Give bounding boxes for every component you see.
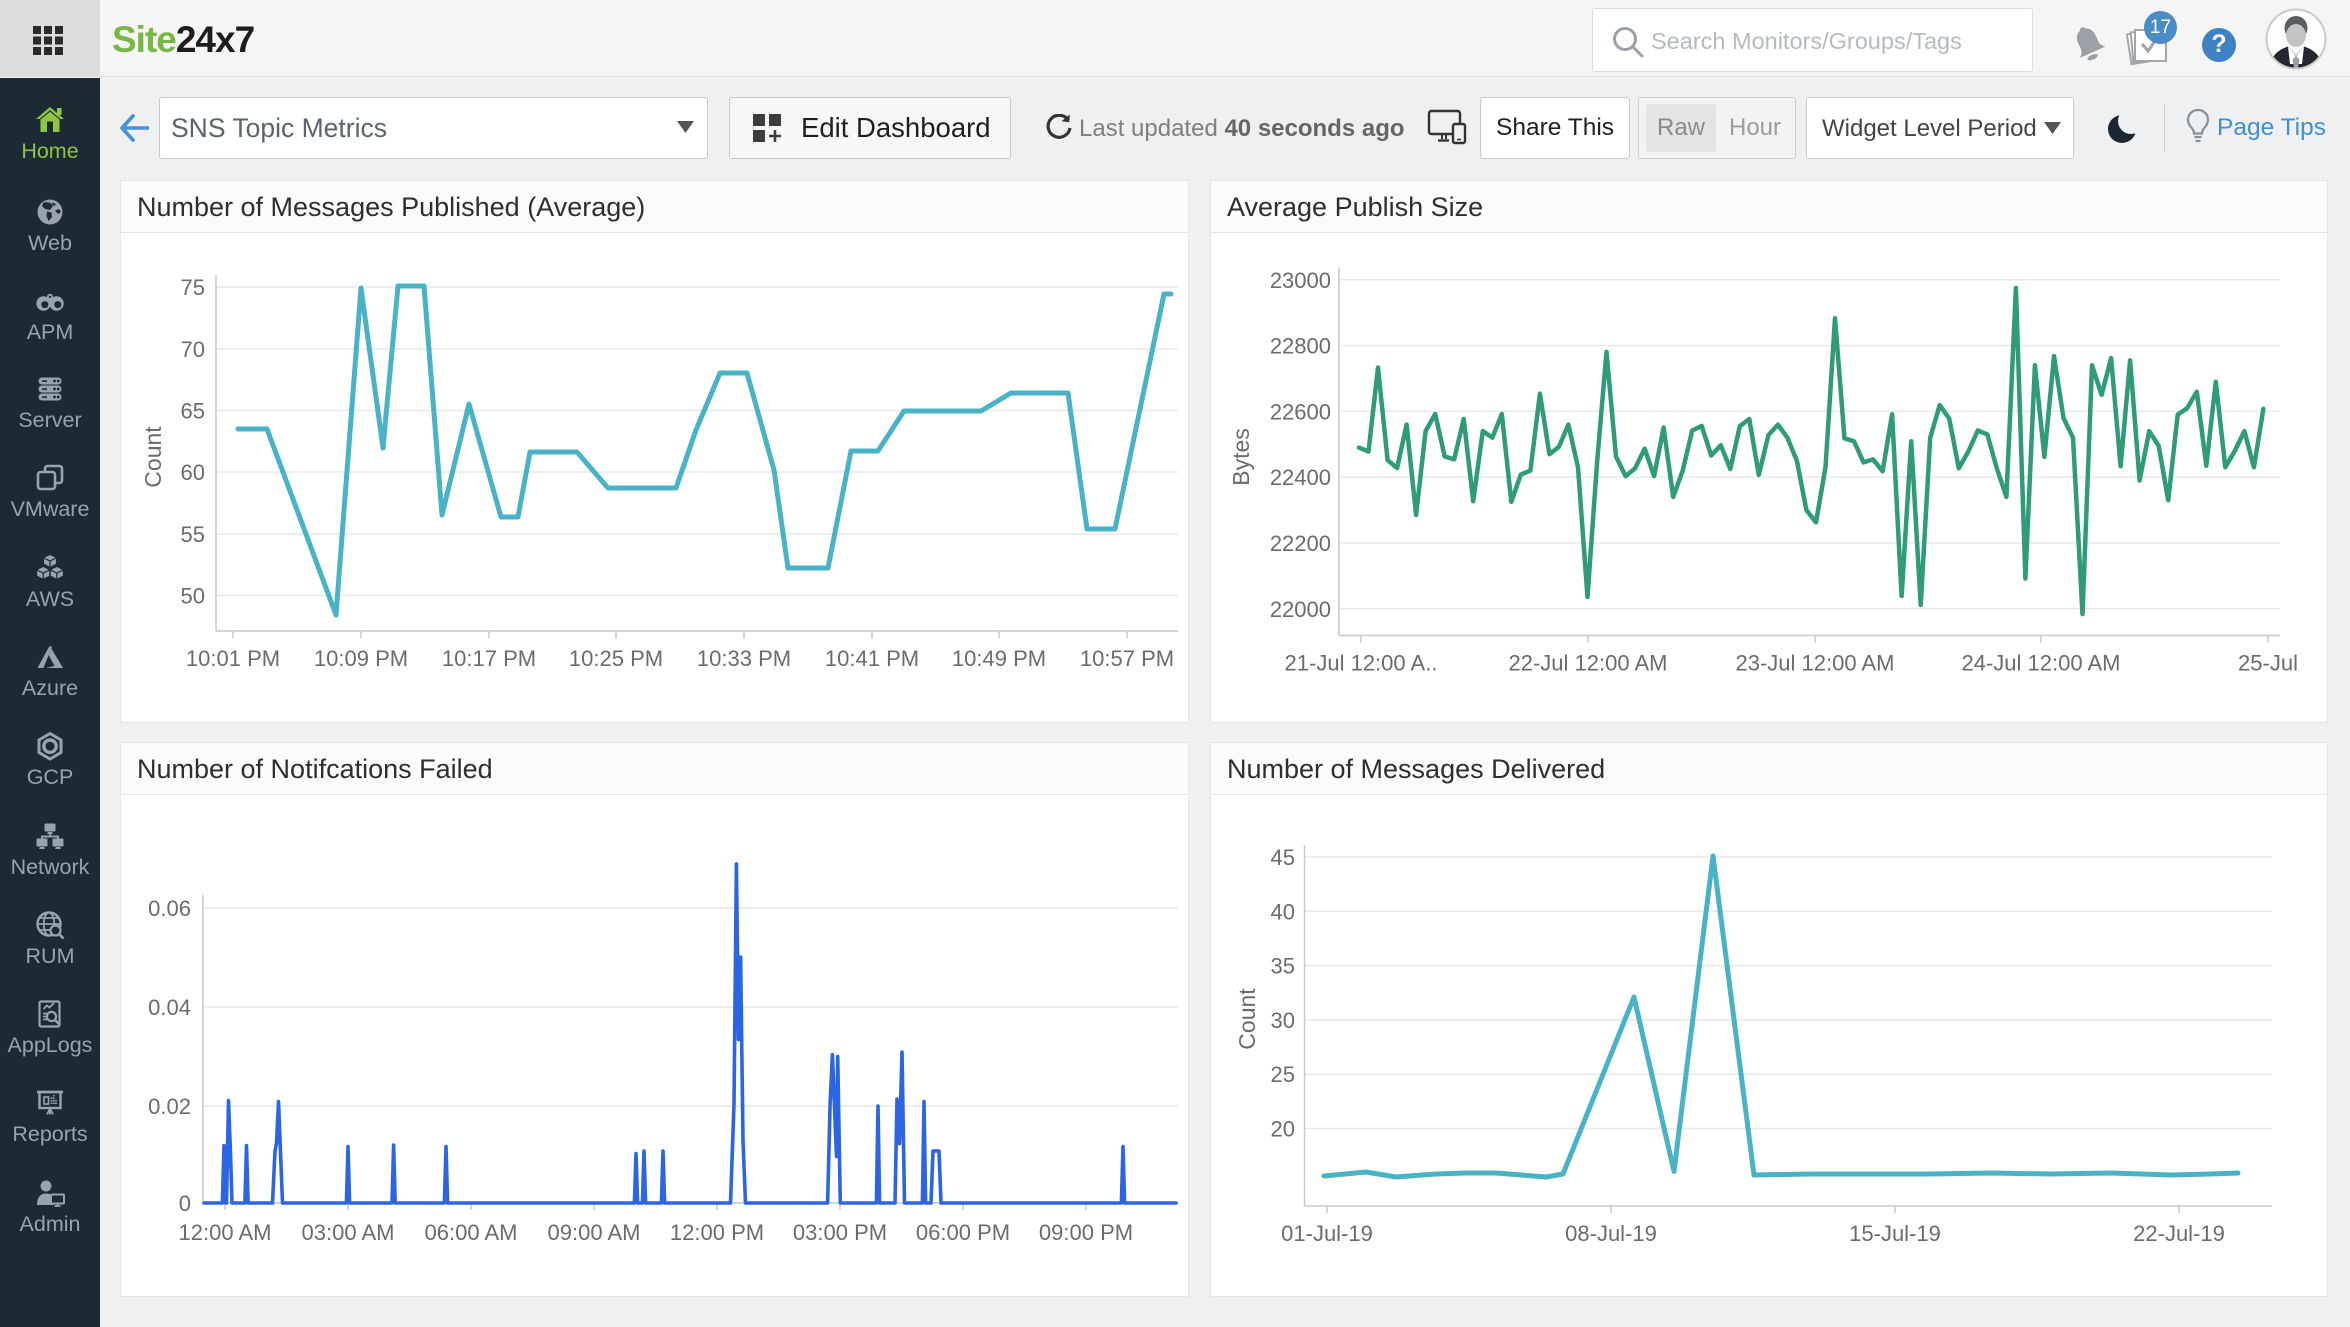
svg-text:10:01 PM: 10:01 PM: [186, 646, 280, 671]
svg-text:70: 70: [181, 337, 205, 362]
svg-text:23-Jul 12:00 AM: 23-Jul 12:00 AM: [1736, 651, 1895, 676]
svg-text:Bytes: Bytes: [1228, 428, 1254, 486]
svg-text:35: 35: [1271, 954, 1295, 979]
svg-text:0.04: 0.04: [148, 995, 191, 1020]
svg-text:25: 25: [1271, 1062, 1295, 1087]
svg-text:0: 0: [179, 1191, 191, 1216]
svg-text:10:25 PM: 10:25 PM: [569, 646, 663, 671]
svg-text:25-Jul: 25-Jul: [2238, 651, 2298, 676]
svg-text:10:57 PM: 10:57 PM: [1080, 646, 1174, 671]
svg-text:03:00 AM: 03:00 AM: [302, 1220, 395, 1245]
svg-text:55: 55: [181, 522, 205, 547]
svg-text:06:00 PM: 06:00 PM: [916, 1220, 1010, 1245]
svg-text:24-Jul 12:00 AM: 24-Jul 12:00 AM: [1962, 651, 2121, 676]
svg-text:Count: Count: [140, 426, 166, 488]
svg-text:10:49 PM: 10:49 PM: [952, 646, 1046, 671]
svg-text:60: 60: [181, 460, 205, 485]
svg-text:20: 20: [1271, 1117, 1295, 1142]
svg-text:22800: 22800: [1270, 334, 1331, 359]
svg-text:30: 30: [1271, 1008, 1295, 1033]
svg-text:65: 65: [181, 399, 205, 424]
svg-text:01-Jul-19: 01-Jul-19: [1281, 1221, 1373, 1246]
svg-text:10:33 PM: 10:33 PM: [697, 646, 791, 671]
svg-text:Count: Count: [1234, 988, 1260, 1050]
svg-text:22-Jul-19: 22-Jul-19: [2133, 1221, 2225, 1246]
svg-text:75: 75: [181, 275, 205, 300]
svg-text:12:00 AM: 12:00 AM: [179, 1220, 272, 1245]
svg-text:22400: 22400: [1270, 465, 1331, 490]
svg-text:08-Jul-19: 08-Jul-19: [1565, 1221, 1657, 1246]
svg-text:10:41 PM: 10:41 PM: [825, 646, 919, 671]
svg-text:45: 45: [1271, 845, 1295, 870]
svg-text:22200: 22200: [1270, 531, 1331, 556]
svg-text:09:00 AM: 09:00 AM: [548, 1220, 641, 1245]
svg-text:12:00 PM: 12:00 PM: [670, 1220, 764, 1245]
svg-text:10:17 PM: 10:17 PM: [442, 646, 536, 671]
svg-text:09:00 PM: 09:00 PM: [1039, 1220, 1133, 1245]
svg-text:10:09 PM: 10:09 PM: [314, 646, 408, 671]
svg-text:22000: 22000: [1270, 597, 1331, 622]
svg-text:50: 50: [181, 584, 205, 609]
svg-text:22-Jul 12:00 AM: 22-Jul 12:00 AM: [1509, 651, 1668, 676]
svg-text:40: 40: [1271, 899, 1295, 924]
svg-text:03:00 PM: 03:00 PM: [793, 1220, 887, 1245]
svg-text:21-Jul 12:00 A..: 21-Jul 12:00 A..: [1285, 651, 1438, 676]
svg-text:15-Jul-19: 15-Jul-19: [1849, 1221, 1941, 1246]
svg-text:23000: 23000: [1270, 268, 1331, 293]
svg-text:0.02: 0.02: [148, 1094, 191, 1119]
svg-text:0.06: 0.06: [148, 896, 191, 921]
svg-text:06:00 AM: 06:00 AM: [425, 1220, 518, 1245]
svg-text:22600: 22600: [1270, 399, 1331, 424]
